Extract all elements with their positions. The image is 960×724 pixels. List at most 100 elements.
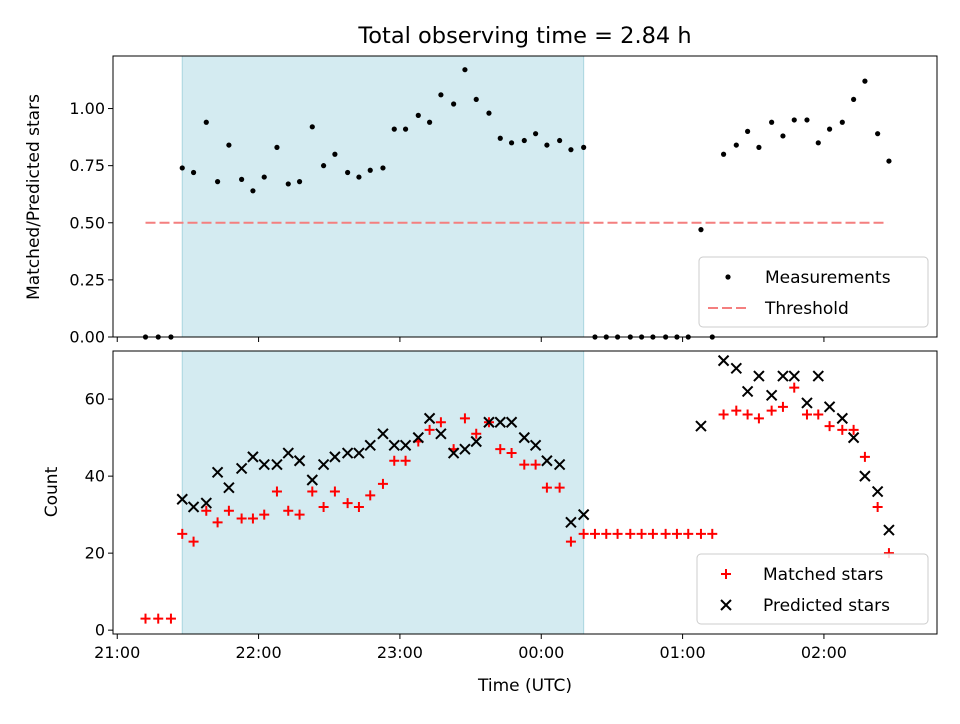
data-point [282,447,294,459]
data-point [367,167,373,173]
data-point [424,424,435,435]
data-point [258,458,270,471]
x-tick-label: 23:00 [377,643,423,662]
data-point [495,444,506,455]
data-point [177,528,188,539]
data-point [753,413,764,424]
data-point [342,498,353,509]
data-point [356,174,362,180]
y-tick-label: 40 [85,467,105,486]
data-point [813,409,824,420]
data-point [317,458,330,471]
data-point [859,470,871,482]
data-point [250,188,256,194]
data-point [451,101,457,107]
data-point [412,431,424,444]
data-point [745,128,751,134]
data-point [519,459,530,470]
data-point [486,110,492,116]
data-point [483,416,495,428]
data-point [660,528,671,539]
data-point [788,370,800,382]
data-point [380,165,386,171]
data-point [223,481,235,494]
data-point [236,513,247,524]
data-point [836,412,849,425]
data-point [364,439,376,452]
data-point [815,140,821,146]
data-point [353,501,364,512]
data-point [553,458,566,471]
plot-frame [112,55,938,338]
y-tick-label: 1.00 [69,99,105,118]
data-point [521,137,527,144]
data-point [309,124,315,130]
data-point [423,412,436,425]
data-point [377,478,388,489]
series-1-0 [140,382,894,624]
data-point [753,370,765,382]
data-point [365,490,376,501]
data-point [247,451,259,463]
data-point [190,169,197,176]
data-point [426,119,433,125]
data-point [847,431,860,444]
data-point [402,126,409,132]
data-point [823,401,836,413]
data-point [188,536,199,547]
data-point [777,370,789,382]
data-point [293,455,306,467]
panel-1: 0 20 40 60 21:00 22:00 23:00 00:00 01:00 02:00 Mat… [85,350,938,662]
data-point [791,117,797,123]
data-point [200,497,212,509]
data-point [733,142,739,148]
data-point [459,443,471,455]
data-point [388,439,400,452]
data-point [235,462,248,475]
legend-marker [720,599,732,611]
data-point [505,416,518,428]
data-point [274,144,280,150]
data-point [862,78,868,84]
data-point [544,142,550,148]
data-point [377,428,389,440]
data-point [851,96,857,103]
data-point [296,179,303,185]
data-point [508,140,515,146]
data-point [271,458,283,471]
data-point [541,482,552,493]
y-tick-label: 20 [85,544,105,563]
legend-label: Matched stars [763,565,883,585]
data-point [837,424,848,435]
data-point [801,409,812,420]
data-point [707,528,718,539]
data-point [497,135,503,141]
data-point [211,466,224,478]
data-point [462,67,468,73]
data-point [473,96,479,103]
data-point [153,613,164,624]
x-tick-label: 00:00 [518,643,564,662]
legend: Measurements Threshold [698,256,929,328]
data-point [812,370,824,382]
data-point [389,455,400,466]
data-point [824,421,835,432]
data-point [226,142,232,148]
data-point [601,528,612,539]
data-point [718,409,729,420]
data-point [780,133,786,139]
data-point [415,112,421,118]
legend-label: Threshold [764,299,849,319]
y-tick-label: 0 [95,621,105,640]
data-point [578,528,589,539]
data-point [766,405,777,416]
data-point [459,413,470,424]
data-point [187,501,200,513]
data-point [848,424,859,435]
data-point [435,428,447,440]
shaded-region [182,56,584,337]
data-point [435,417,446,428]
data-point [506,448,517,459]
data-point [470,435,482,448]
data-point [212,517,223,528]
